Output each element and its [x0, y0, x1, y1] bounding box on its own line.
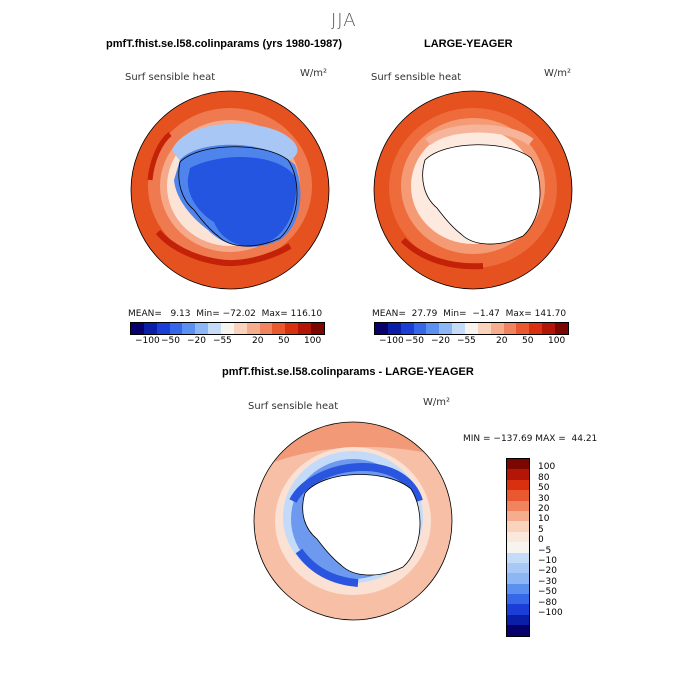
- colorbar-swatch: [507, 521, 529, 532]
- left-polar-map: [130, 90, 330, 290]
- diff-stats: MIN = −137.69 MAX = 44.21: [463, 434, 598, 444]
- colorbar-swatch: [490, 323, 504, 334]
- right-variable-label: Surf sensible heat: [371, 72, 462, 83]
- colorbar-tick-label: −5: [213, 336, 227, 346]
- colorbar-tick-label: 10: [538, 514, 550, 525]
- colorbar-swatch: [195, 323, 209, 334]
- colorbar-tick-label: −100: [379, 336, 404, 346]
- colorbar-swatch: [272, 323, 286, 334]
- colorbar-tick-label: 100: [538, 462, 556, 473]
- colorbar-swatch: [182, 323, 196, 334]
- colorbar-tick-label: 50: [538, 483, 550, 494]
- colorbar-swatch: [156, 323, 170, 334]
- colorbar-tick-label: −50: [405, 336, 424, 346]
- colorbar-tick-label: 50: [522, 336, 534, 346]
- colorbar-swatch: [507, 542, 529, 553]
- colorbar-swatch: [426, 323, 440, 334]
- colorbar-swatch: [555, 323, 568, 334]
- colorbar-tick-label: 5: [226, 336, 232, 346]
- colorbar-swatch: [507, 500, 529, 511]
- colorbar-tick-label: 5: [470, 336, 476, 346]
- diff-variable-label: Surf sensible heat: [248, 401, 339, 412]
- right-colorbar-ticks: −100 −50 −20 −5 5 20 50 100: [362, 336, 582, 348]
- left-units-label: W/m²: [300, 68, 328, 79]
- colorbar-swatch: [465, 323, 478, 334]
- colorbar-swatch: [507, 510, 529, 522]
- colorbar-swatch: [246, 323, 260, 334]
- colorbar-swatch: [221, 323, 234, 334]
- colorbar-swatch: [507, 594, 529, 605]
- colorbar-swatch: [208, 323, 222, 334]
- colorbar-swatch: [477, 323, 491, 334]
- right-panel-title: LARGE-YEAGER: [424, 38, 513, 50]
- right-units-label: W/m²: [544, 68, 572, 79]
- diff-polar-map: [253, 421, 453, 621]
- colorbar-swatch: [507, 490, 529, 501]
- colorbar-swatch: [507, 625, 529, 636]
- colorbar-swatch: [529, 323, 543, 334]
- colorbar-tick-label: 5: [538, 524, 544, 535]
- colorbar-swatch: [311, 323, 324, 334]
- colorbar-swatch: [233, 323, 247, 334]
- colorbar-tick-label: −50: [538, 587, 557, 598]
- colorbar-swatch: [516, 323, 530, 334]
- colorbar-tick-label: 0: [538, 535, 544, 546]
- right-polar-map: [373, 90, 573, 290]
- colorbar-swatch: [413, 323, 427, 334]
- colorbar-swatch: [298, 323, 312, 334]
- colorbar-swatch: [507, 531, 529, 543]
- colorbar-tick-label: 100: [548, 336, 566, 346]
- colorbar-tick-label: −20: [187, 336, 206, 346]
- colorbar-swatch: [507, 459, 529, 470]
- colorbar-tick-label: −100: [538, 608, 563, 618]
- colorbar-swatch: [507, 469, 529, 480]
- colorbar-tick-label: −5: [457, 336, 471, 346]
- colorbar-swatch: [169, 323, 183, 334]
- colorbar-tick-label: −100: [135, 336, 160, 346]
- colorbar-swatch: [507, 583, 529, 595]
- colorbar-tick-label: 20: [252, 336, 264, 346]
- colorbar-tick-label: −20: [431, 336, 450, 346]
- left-stats: MEAN= 9.13 Min= −72.02 Max= 116.10: [128, 309, 323, 319]
- colorbar-tick-label: −30: [538, 576, 557, 587]
- diff-units-label: W/m²: [423, 397, 451, 408]
- colorbar-swatch: [143, 323, 157, 334]
- colorbar-swatch: [507, 479, 529, 491]
- left-panel-title: pmfT.fhist.se.l58.colinparams (yrs 1980-…: [106, 38, 342, 50]
- diff-panel-title: pmfT.fhist.se.l58.colinparams - LARGE-YE…: [222, 366, 474, 378]
- colorbar-tick-label: −10: [538, 556, 557, 566]
- colorbar-tick-label: 30: [538, 493, 550, 504]
- colorbar-tick-label: 80: [538, 472, 550, 483]
- colorbar-swatch: [507, 614, 529, 626]
- colorbar-tick-label: −80: [538, 597, 557, 608]
- colorbar-swatch: [507, 552, 529, 563]
- colorbar-swatch: [400, 323, 414, 334]
- colorbar-swatch: [507, 604, 529, 615]
- colorbar-tick-label: 50: [278, 336, 290, 346]
- colorbar-tick-label: −50: [161, 336, 180, 346]
- colorbar-swatch: [503, 323, 517, 334]
- main-title: JJA: [331, 10, 357, 31]
- diff-colorbar: [506, 458, 530, 637]
- colorbar-swatch: [452, 323, 466, 334]
- colorbar-swatch: [507, 573, 529, 584]
- colorbar-swatch: [259, 323, 273, 334]
- colorbar-swatch: [507, 562, 529, 574]
- colorbar-swatch: [375, 323, 388, 334]
- colorbar-tick-label: −5: [538, 545, 552, 556]
- right-colorbar: [374, 322, 569, 335]
- left-colorbar: [130, 322, 325, 335]
- colorbar-swatch: [542, 323, 556, 334]
- colorbar-swatch: [439, 323, 453, 334]
- left-variable-label: Surf sensible heat: [125, 72, 216, 83]
- right-stats: MEAN= 27.79 Min= −1.47 Max= 141.70: [372, 309, 567, 319]
- colorbar-swatch: [387, 323, 401, 334]
- colorbar-swatch: [131, 323, 144, 334]
- colorbar-tick-label: 100: [304, 336, 322, 346]
- colorbar-tick-label: −20: [538, 566, 557, 577]
- colorbar-swatch: [285, 323, 299, 334]
- colorbar-tick-label: 20: [538, 504, 550, 514]
- left-colorbar-ticks: −100 −50 −20 −5 5 20 50 100: [118, 336, 338, 348]
- colorbar-tick-label: 20: [496, 336, 508, 346]
